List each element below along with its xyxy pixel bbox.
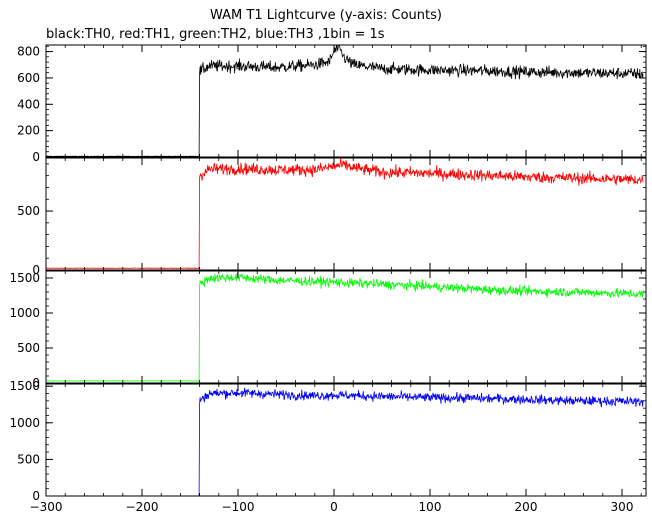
series-line-th2 — [46, 272, 644, 382]
y-tick-label: 1500 — [9, 271, 40, 285]
panel-frame-4 — [45, 383, 647, 497]
panel-frame-1 — [45, 44, 647, 158]
y-tick-label: 500 — [17, 452, 40, 466]
y-tick-label: 1000 — [9, 416, 40, 430]
y-tick-label: 0 — [32, 150, 40, 164]
series-line-th3 — [45, 387, 644, 497]
x-tick-label: −100 — [222, 500, 255, 514]
series-line-th0 — [46, 44, 644, 158]
y-tick-label: 800 — [17, 45, 40, 59]
x-tick-label: 0 — [330, 500, 338, 514]
y-tick-label: 0 — [32, 376, 40, 390]
y-tick-label: 200 — [17, 124, 40, 138]
y-tick-label: 400 — [17, 97, 40, 111]
chart-title: WAM T1 Lightcurve (y-axis: Counts) — [210, 8, 442, 23]
y-tick-label: 1500 — [9, 379, 40, 393]
y-tick-label: 0 — [32, 489, 40, 503]
x-tick-label: −200 — [126, 500, 159, 514]
panel-frame-2 — [45, 157, 647, 271]
y-tick-label: 500 — [17, 204, 40, 218]
x-tick-label: −300 — [30, 500, 63, 514]
y-tick-label: 0 — [32, 263, 40, 277]
y-tick-label: 1000 — [9, 306, 40, 320]
x-tick-label: 300 — [611, 500, 634, 514]
chart-subtitle: black:TH0, red:TH1, green:TH2, blue:TH3 … — [46, 27, 385, 42]
x-tick-label: 100 — [419, 500, 442, 514]
x-tick-label: 200 — [515, 500, 538, 514]
series-line-th1 — [45, 158, 644, 270]
y-tick-label: 500 — [17, 341, 40, 355]
y-tick-label: 600 — [17, 71, 40, 85]
